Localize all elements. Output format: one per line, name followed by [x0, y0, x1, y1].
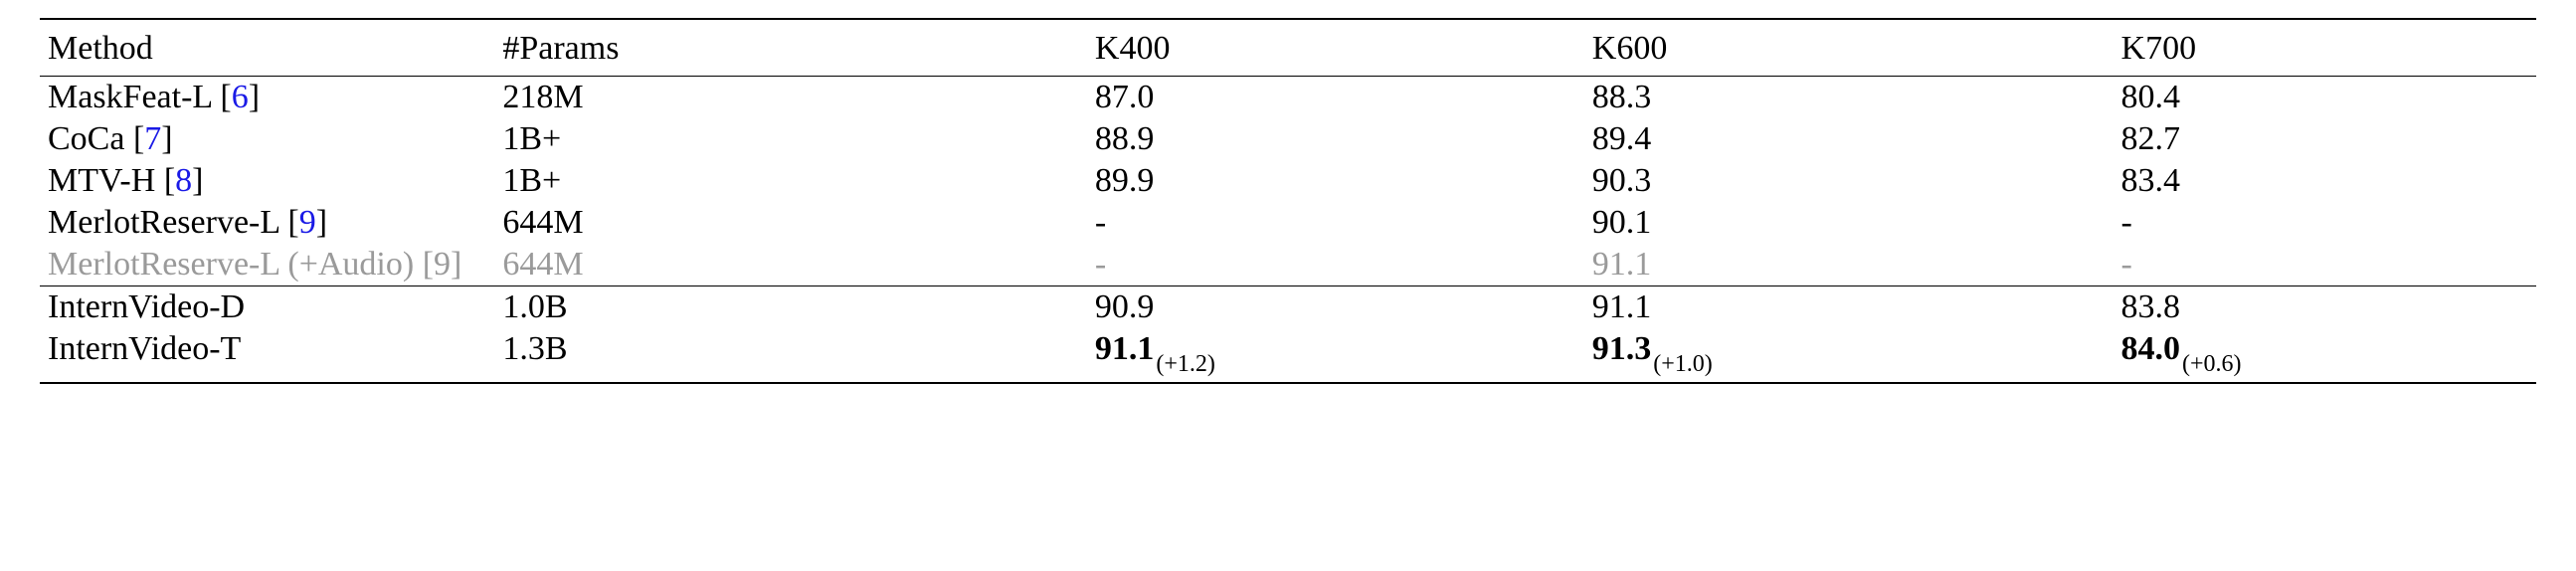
value-bold: 91.1	[1095, 330, 1155, 367]
col-header-k400: K400	[1087, 19, 1584, 77]
cell-k700: -	[2114, 202, 2536, 244]
cell-k600: 90.1	[1584, 202, 2114, 244]
table-row: InternVideo-D 1.0B 90.9 91.1 83.8	[40, 286, 2536, 329]
table-row: CoCa [7] 1B+ 88.9 89.4 82.7	[40, 118, 2536, 160]
value-bold: 91.3	[1592, 330, 1652, 367]
method-name: MaskFeat-L	[48, 79, 212, 115]
cell-k600: 91.1	[1584, 244, 2114, 286]
cell-k400: 91.1(+1.2)	[1087, 328, 1584, 383]
cell-k600: 91.3(+1.0)	[1584, 328, 2114, 383]
method-name: MerlotReserve-L (+Audio)	[48, 246, 414, 283]
cell-k400: -	[1087, 244, 1584, 286]
value-delta: (+0.6)	[2182, 351, 2242, 377]
col-header-k700: K700	[2114, 19, 2536, 77]
method-name: MTV-H	[48, 162, 164, 199]
cell-method: MaskFeat-L [6]	[40, 77, 494, 119]
results-table: Method #Params K400 K600 K700 MaskFeat-L…	[40, 18, 2536, 384]
value-delta: (+1.0)	[1653, 351, 1713, 377]
cell-params: 1B+	[494, 118, 1087, 160]
col-header-method: Method	[40, 19, 494, 77]
table-row: MTV-H [8] 1B+ 89.9 90.3 83.4	[40, 160, 2536, 202]
results-table-container: Method #Params K400 K600 K700 MaskFeat-L…	[0, 0, 2576, 402]
cell-params: 218M	[494, 77, 1087, 119]
table-row: MaskFeat-L [6] 218M 87.0 88.3 80.4	[40, 77, 2536, 119]
value-delta: (+1.2)	[1156, 351, 1215, 377]
cell-k700: 84.0(+0.6)	[2114, 328, 2536, 383]
table-header-row: Method #Params K400 K600 K700	[40, 19, 2536, 77]
table-row: MerlotReserve-L [9] 644M - 90.1 -	[40, 202, 2536, 244]
cell-k600: 90.3	[1584, 160, 2114, 202]
cell-params: 1.3B	[494, 328, 1087, 383]
cell-k400: 89.9	[1087, 160, 1584, 202]
cell-method: InternVideo-D	[40, 286, 494, 329]
cell-params: 1B+	[494, 160, 1087, 202]
cell-method: InternVideo-T	[40, 328, 494, 383]
cell-k400: 87.0	[1087, 77, 1584, 119]
cell-k600: 88.3	[1584, 77, 2114, 119]
cell-k400: -	[1087, 202, 1584, 244]
cell-params: 644M	[494, 244, 1087, 286]
cell-k700: 83.8	[2114, 286, 2536, 329]
cell-k700: 82.7	[2114, 118, 2536, 160]
cell-k600: 91.1	[1584, 286, 2114, 329]
col-header-k600: K600	[1584, 19, 2114, 77]
cell-method: MerlotReserve-L (+Audio) [9]	[40, 244, 494, 286]
cell-params: 1.0B	[494, 286, 1087, 329]
cell-method: CoCa [7]	[40, 118, 494, 160]
cell-method: MTV-H [8]	[40, 160, 494, 202]
cell-k400: 90.9	[1087, 286, 1584, 329]
cell-params: 644M	[494, 202, 1087, 244]
citation: [8]	[164, 162, 204, 199]
citation: [9]	[287, 204, 327, 241]
cell-method: MerlotReserve-L [9]	[40, 202, 494, 244]
cell-k700: -	[2114, 244, 2536, 286]
citation: [6]	[220, 79, 260, 115]
cell-k700: 80.4	[2114, 77, 2536, 119]
cell-k600: 89.4	[1584, 118, 2114, 160]
citation: [9]	[423, 246, 462, 283]
cell-k400: 88.9	[1087, 118, 1584, 160]
col-header-params: #Params	[494, 19, 1087, 77]
method-name: CoCa	[48, 120, 124, 157]
citation: [7]	[133, 120, 173, 157]
method-name: MerlotReserve-L	[48, 204, 279, 241]
table-row-muted: MerlotReserve-L (+Audio) [9] 644M - 91.1…	[40, 244, 2536, 286]
table-row: InternVideo-T 1.3B 91.1(+1.2) 91.3(+1.0)…	[40, 328, 2536, 383]
cell-k700: 83.4	[2114, 160, 2536, 202]
value-bold: 84.0	[2121, 330, 2181, 367]
